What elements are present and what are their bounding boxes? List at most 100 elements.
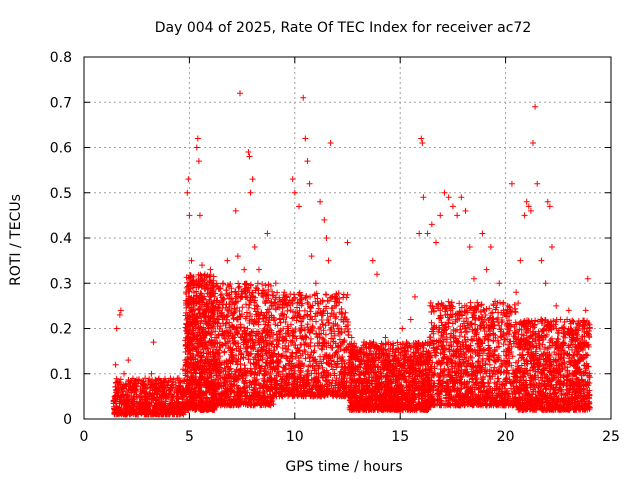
data-point bbox=[119, 384, 126, 391]
data-point bbox=[184, 396, 191, 403]
data-point bbox=[262, 282, 269, 289]
data-point bbox=[206, 338, 213, 345]
data-point bbox=[208, 405, 215, 412]
data-point bbox=[250, 345, 257, 352]
data-point bbox=[225, 333, 232, 340]
data-point bbox=[170, 408, 177, 415]
data-point bbox=[190, 273, 197, 280]
data-point bbox=[227, 393, 234, 400]
data-point bbox=[264, 291, 271, 298]
y-tick-label: 0.6 bbox=[50, 141, 72, 157]
data-point bbox=[141, 408, 148, 415]
data-point bbox=[192, 370, 199, 377]
data-point bbox=[185, 334, 192, 341]
data-point bbox=[184, 325, 191, 332]
data-point bbox=[199, 296, 206, 303]
data-point bbox=[210, 311, 217, 318]
data-point bbox=[175, 398, 182, 405]
data-point bbox=[157, 404, 164, 411]
y-tick-label: 0.7 bbox=[50, 95, 72, 111]
data-point bbox=[326, 298, 333, 305]
data-point bbox=[246, 302, 253, 309]
data-point bbox=[195, 384, 202, 391]
data-point bbox=[187, 405, 194, 412]
data-point bbox=[203, 394, 210, 401]
data-point bbox=[213, 297, 220, 304]
data-point bbox=[182, 301, 189, 308]
x-tick-label: 10 bbox=[286, 429, 304, 445]
data-point bbox=[251, 371, 258, 378]
data-point bbox=[243, 309, 250, 316]
data-point bbox=[267, 370, 274, 377]
data-point bbox=[198, 399, 205, 406]
data-point bbox=[195, 352, 202, 359]
data-point bbox=[155, 409, 162, 416]
data-point bbox=[152, 397, 159, 404]
data-point bbox=[198, 353, 205, 360]
data-point bbox=[136, 406, 143, 413]
data-point bbox=[202, 356, 209, 363]
data-point bbox=[196, 329, 203, 336]
data-point bbox=[186, 377, 193, 384]
data-point bbox=[203, 382, 210, 389]
y-tick-label: 0.8 bbox=[50, 50, 72, 66]
data-point bbox=[207, 306, 214, 313]
data-point bbox=[166, 387, 173, 394]
data-point bbox=[188, 369, 195, 376]
data-point bbox=[183, 316, 190, 323]
data-point bbox=[202, 308, 209, 315]
y-tick-label: 0.2 bbox=[50, 322, 72, 338]
x-tick-label: 25 bbox=[602, 429, 620, 445]
data-point bbox=[152, 404, 159, 411]
data-point bbox=[114, 404, 121, 411]
data-point bbox=[264, 332, 271, 339]
data-point bbox=[198, 340, 205, 347]
data-point bbox=[195, 392, 202, 399]
data-point bbox=[146, 401, 153, 408]
data-point bbox=[197, 332, 204, 339]
data-point bbox=[235, 280, 242, 287]
data-point bbox=[122, 401, 129, 408]
data-point bbox=[182, 342, 189, 349]
data-point bbox=[187, 272, 194, 279]
data-point bbox=[265, 286, 272, 293]
data-point bbox=[199, 276, 206, 283]
data-point bbox=[241, 362, 248, 369]
data-point bbox=[267, 282, 274, 289]
data-point bbox=[170, 376, 177, 383]
data-point bbox=[208, 279, 215, 286]
data-point bbox=[237, 360, 244, 367]
data-point bbox=[208, 365, 215, 372]
data-point bbox=[158, 400, 165, 407]
data-point bbox=[196, 391, 203, 398]
data-point bbox=[319, 335, 326, 342]
data-point bbox=[177, 383, 184, 390]
data-point bbox=[201, 362, 208, 369]
data-point bbox=[247, 281, 254, 288]
data-point bbox=[209, 406, 216, 413]
data-point bbox=[237, 321, 244, 328]
data-point bbox=[200, 350, 207, 356]
data-point bbox=[186, 347, 193, 354]
data-point bbox=[152, 402, 159, 409]
data-point bbox=[211, 315, 218, 322]
data-point bbox=[205, 345, 212, 352]
data-point bbox=[191, 400, 198, 407]
data-point bbox=[199, 373, 206, 380]
data-point bbox=[145, 396, 152, 403]
data-point bbox=[210, 273, 217, 280]
data-point bbox=[186, 295, 193, 302]
data-point bbox=[190, 346, 197, 353]
data-point bbox=[184, 382, 191, 389]
x-tick-label: 15 bbox=[391, 429, 409, 445]
data-point bbox=[186, 322, 193, 329]
data-point bbox=[189, 314, 196, 321]
data-point bbox=[254, 280, 261, 287]
data-point bbox=[322, 291, 329, 298]
data-point bbox=[196, 405, 203, 412]
data-point bbox=[261, 371, 268, 378]
data-point bbox=[216, 347, 223, 354]
data-point bbox=[197, 358, 204, 365]
data-point bbox=[332, 315, 339, 322]
